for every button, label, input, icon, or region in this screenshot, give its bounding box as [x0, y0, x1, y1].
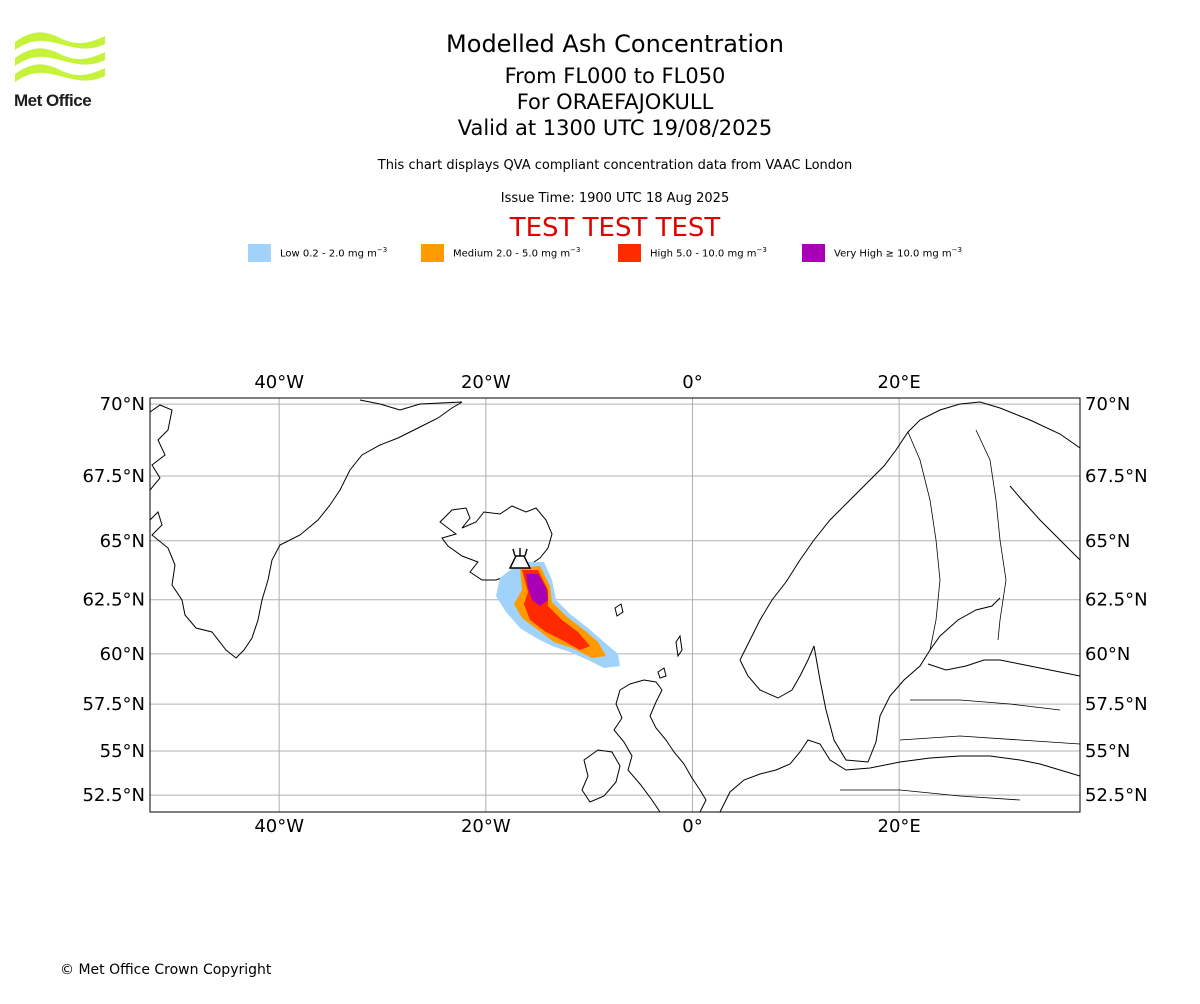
lat-tick-label-right-3: 62.5°N [1085, 590, 1148, 611]
volcano-icon [508, 548, 532, 569]
legend-label-high: High 5.0 - 10.0 mg m [650, 248, 757, 260]
chart-subtitle: This chart displays QVA compliant concen… [377, 158, 853, 173]
coastlines [150, 399, 1080, 812]
legend-label-low: Low 0.2 - 2.0 mg m [280, 248, 377, 260]
met-office-logo: Met Office [14, 30, 110, 112]
test-banner: TEST TEST TEST [509, 213, 721, 243]
copyright: © Met Office Crown Copyright [60, 962, 272, 978]
volcano-name: For ORAEFAJOKULL [516, 90, 714, 114]
country-borders [840, 429, 1080, 801]
legend-label-medium: Medium 2.0 - 5.0 mg m [453, 248, 571, 260]
lon-tick-label-top-0: 40°W [254, 372, 304, 393]
flight-levels: From FL000 to FL050 [504, 64, 726, 88]
coast-baltic [927, 485, 1080, 677]
coast-ireland [581, 749, 621, 803]
legend-swatch-low [248, 244, 271, 262]
lon-tick-label-top-2: 0° [682, 372, 702, 393]
issue-time: Issue Time: 1900 UTC 18 Aug 2025 [500, 191, 730, 206]
coast-greenland [150, 399, 463, 659]
lat-tick-label-left-0: 70°N [100, 394, 145, 415]
lat-tick-label-right-1: 67.5°N [1085, 466, 1148, 487]
lon-tick-label-top-1: 20°W [461, 372, 511, 393]
ash-cloud [496, 562, 620, 668]
tick-labels: 40°W 40°W 20°W 20°W 0° 0° 20°E 20°E 70°N 70°N 67.5… [82, 372, 1147, 837]
lat-tick-label-left-7: 52.5°N [82, 785, 145, 806]
coast-britain [613, 679, 707, 812]
lat-tick-label-right-5: 57.5°N [1085, 694, 1148, 715]
legend-label-very-high: Very High ≥ 10.0 mg m [834, 248, 952, 260]
lon-tick-label-bottom-1: 20°W [461, 816, 511, 837]
met-office-waves-icon [15, 32, 105, 82]
lat-tick-label-right-2: 65°N [1085, 531, 1130, 552]
coast-continent [719, 739, 1080, 812]
lon-tick-label-bottom-3: 20°E [878, 816, 921, 837]
legend-swatch-high [618, 244, 641, 262]
legend-swatch-medium [421, 244, 444, 262]
lat-tick-label-left-1: 67.5°N [82, 466, 145, 487]
lat-tick-label-left-6: 55°N [100, 741, 145, 762]
chart-title: Modelled Ash Concentration [446, 30, 784, 58]
lat-tick-label-right-7: 52.5°N [1085, 785, 1148, 806]
lon-tick-label-bottom-0: 40°W [254, 816, 304, 837]
lat-tick-label-left-5: 57.5°N [82, 694, 145, 715]
graticule [150, 398, 1080, 812]
lat-tick-label-left-2: 65°N [100, 531, 145, 552]
lat-tick-label-right-6: 55°N [1085, 741, 1130, 762]
lat-tick-label-left-3: 62.5°N [82, 590, 145, 611]
lat-tick-label-right-4: 60°N [1085, 644, 1130, 665]
valid-time: Valid at 1300 UTC 19/08/2025 [457, 116, 773, 140]
lat-tick-label-right-0: 70°N [1085, 394, 1130, 415]
lon-tick-label-bottom-2: 0° [682, 816, 702, 837]
coast-iceland [439, 505, 553, 581]
legend-swatch-very-high [802, 244, 825, 262]
coast-scandinavia [739, 401, 1080, 763]
lat-tick-label-left-4: 60°N [100, 644, 145, 665]
map-frame [149, 397, 1081, 813]
ash-very-high [526, 574, 548, 606]
lon-tick-label-top-3: 20°E [878, 372, 921, 393]
coast-shetland [657, 634, 683, 679]
logo-text: Met Office [14, 91, 92, 110]
coast-faroe [614, 603, 624, 617]
